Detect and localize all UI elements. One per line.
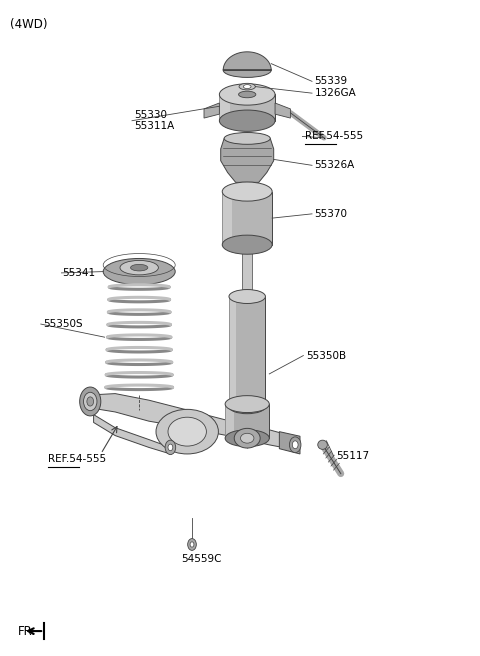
Ellipse shape <box>165 440 176 455</box>
Polygon shape <box>223 52 271 70</box>
Ellipse shape <box>224 133 270 144</box>
Text: 55370: 55370 <box>314 209 348 219</box>
Text: 55117: 55117 <box>336 451 369 461</box>
Text: 55339: 55339 <box>314 76 348 87</box>
Text: 55350S: 55350S <box>43 319 83 329</box>
Text: 55326A: 55326A <box>314 160 355 171</box>
Text: FR.: FR. <box>18 625 36 638</box>
Ellipse shape <box>239 91 256 98</box>
Ellipse shape <box>219 84 275 105</box>
Text: 54559C: 54559C <box>181 554 222 564</box>
Ellipse shape <box>168 417 206 446</box>
Ellipse shape <box>225 396 269 413</box>
Ellipse shape <box>240 434 254 443</box>
Ellipse shape <box>229 289 265 304</box>
Ellipse shape <box>84 392 97 411</box>
Polygon shape <box>222 192 272 245</box>
Ellipse shape <box>292 441 298 449</box>
Polygon shape <box>221 138 274 182</box>
Text: 1326GA: 1326GA <box>314 88 356 98</box>
Ellipse shape <box>225 430 269 447</box>
Text: 55330: 55330 <box>134 110 168 121</box>
Polygon shape <box>225 404 234 438</box>
Ellipse shape <box>243 85 251 89</box>
Polygon shape <box>275 103 290 118</box>
Ellipse shape <box>318 440 327 449</box>
Polygon shape <box>219 94 230 121</box>
Ellipse shape <box>103 258 175 285</box>
Text: 55350B: 55350B <box>306 350 347 361</box>
Ellipse shape <box>188 539 196 550</box>
Polygon shape <box>229 297 236 407</box>
Polygon shape <box>229 297 265 407</box>
Text: REF.54-555: REF.54-555 <box>48 454 106 464</box>
Ellipse shape <box>222 182 272 201</box>
Text: (4WD): (4WD) <box>10 18 47 31</box>
Polygon shape <box>91 394 293 449</box>
Ellipse shape <box>234 428 260 448</box>
Ellipse shape <box>289 437 301 453</box>
Ellipse shape <box>87 397 94 406</box>
Ellipse shape <box>80 387 101 416</box>
Ellipse shape <box>239 83 255 90</box>
Ellipse shape <box>229 400 265 414</box>
Polygon shape <box>219 94 275 121</box>
Ellipse shape <box>168 444 173 451</box>
Ellipse shape <box>190 542 194 547</box>
Polygon shape <box>225 404 269 438</box>
Text: 55341: 55341 <box>62 268 96 278</box>
Polygon shape <box>242 249 252 440</box>
Text: REF.54-555: REF.54-555 <box>305 131 363 142</box>
Ellipse shape <box>223 63 271 77</box>
Ellipse shape <box>120 260 158 275</box>
Ellipse shape <box>131 264 148 271</box>
Polygon shape <box>94 415 170 454</box>
Polygon shape <box>279 432 300 454</box>
Polygon shape <box>204 103 219 118</box>
Ellipse shape <box>156 409 218 454</box>
Ellipse shape <box>219 110 275 131</box>
Polygon shape <box>222 192 232 245</box>
Ellipse shape <box>222 235 272 255</box>
Text: 55311A: 55311A <box>134 121 175 131</box>
